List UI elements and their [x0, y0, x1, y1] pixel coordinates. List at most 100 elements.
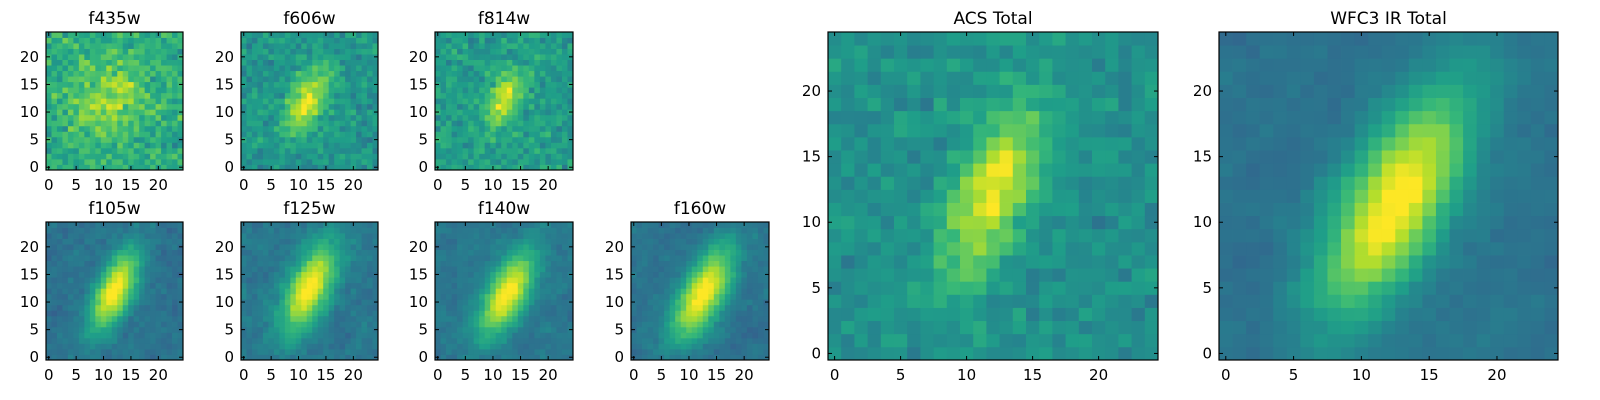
heatmap-cell	[517, 299, 524, 306]
heatmap-cell	[139, 48, 146, 55]
heatmap-cell	[106, 65, 113, 72]
heatmap-cell	[273, 233, 280, 239]
heatmap-cell	[752, 260, 759, 267]
heatmap-cell	[686, 288, 693, 295]
heatmap-cell	[251, 233, 258, 239]
heatmap-cell	[973, 294, 987, 308]
heatmap-cell	[960, 176, 974, 190]
heatmap-cell	[312, 76, 319, 83]
heatmap-cell	[545, 98, 552, 105]
heatmap-cell	[317, 87, 324, 94]
heatmap-cell	[708, 304, 715, 311]
heatmap-cell	[84, 249, 91, 256]
heatmap-cell	[534, 277, 541, 284]
heatmap-cell	[658, 343, 665, 350]
heatmap-cell	[345, 348, 351, 355]
heatmap-cell	[89, 136, 96, 143]
x-tick-label: 5	[71, 366, 81, 384]
heatmap-cell	[257, 227, 264, 234]
heatmap-cell	[262, 332, 269, 339]
heatmap-cell	[894, 320, 908, 335]
heatmap-cell	[534, 233, 541, 239]
heatmap-cell	[440, 326, 447, 333]
heatmap-cell	[501, 293, 508, 300]
heatmap-cell	[495, 233, 502, 239]
heatmap-cell	[284, 32, 291, 38]
heatmap-cell	[312, 244, 319, 250]
heatmap-cell	[306, 43, 313, 49]
heatmap-cell	[484, 142, 491, 149]
heatmap-cell	[257, 65, 264, 72]
heatmap-cell	[323, 244, 330, 250]
heatmap-cell	[946, 255, 961, 269]
heatmap-cell	[735, 266, 742, 273]
heatmap-cell	[67, 326, 74, 333]
heatmap-cell	[345, 255, 351, 262]
heatmap-cell	[372, 332, 379, 339]
heatmap-cell	[361, 131, 368, 138]
heatmap-cell	[473, 59, 480, 66]
heatmap-cell	[986, 268, 1000, 282]
heatmap-cell	[468, 310, 475, 317]
heatmap-cell	[356, 125, 362, 132]
heatmap-cell	[484, 32, 491, 38]
heatmap-cell	[78, 326, 85, 333]
heatmap-cell	[84, 271, 91, 278]
heatmap-cell	[556, 321, 563, 328]
heatmap-cell	[356, 103, 362, 110]
heatmap-cell	[251, 321, 258, 328]
heatmap-cell	[713, 315, 720, 322]
heatmap-cell	[763, 222, 770, 228]
heatmap-cell	[473, 76, 480, 83]
heatmap-cell	[686, 249, 693, 256]
heatmap-cell	[719, 277, 726, 284]
heatmap-cell	[284, 98, 291, 105]
heatmap-cell	[697, 244, 704, 250]
x-tick-label: 20	[149, 366, 168, 384]
heatmap-cell	[495, 54, 502, 60]
heatmap-cell	[139, 343, 146, 350]
heatmap-cell	[172, 255, 178, 262]
heatmap-cell	[73, 98, 80, 105]
heatmap-cell	[686, 271, 693, 278]
heatmap-cell	[301, 348, 308, 355]
heatmap-cell	[457, 332, 463, 339]
heatmap-cell	[539, 266, 546, 273]
heatmap-cell	[122, 125, 129, 132]
heatmap-cell	[246, 233, 253, 239]
heatmap-cell	[367, 288, 373, 295]
heatmap-cell	[257, 98, 264, 105]
heatmap-cell	[345, 343, 351, 350]
heatmap-cell	[89, 98, 96, 105]
heatmap-cell	[78, 37, 85, 44]
heatmap-cell	[484, 147, 491, 154]
heatmap-cell	[361, 87, 368, 94]
heatmap-cell	[550, 158, 557, 165]
heatmap-cell	[854, 228, 868, 243]
heatmap-cell	[1092, 189, 1106, 203]
heatmap-cell	[279, 158, 286, 165]
heatmap-cell	[78, 65, 85, 72]
heatmap-cell	[172, 59, 178, 66]
heatmap-cell	[51, 48, 58, 55]
heatmap-cell	[647, 238, 654, 245]
heatmap-cell	[361, 153, 368, 160]
heatmap-cell	[317, 255, 324, 262]
heatmap-cell	[106, 76, 113, 83]
heatmap-cell	[675, 222, 682, 228]
heatmap-cell	[166, 92, 173, 99]
heatmap-cell	[128, 315, 135, 322]
heatmap-cell	[128, 54, 135, 60]
heatmap-cell	[177, 153, 184, 160]
heatmap-cell	[636, 332, 643, 339]
heatmap-cell	[647, 233, 654, 239]
heatmap-cell	[501, 326, 508, 333]
heatmap-cell	[506, 332, 513, 339]
heatmap-cell	[139, 147, 146, 154]
heatmap-cell	[241, 65, 247, 72]
heatmap-cell	[144, 65, 151, 72]
heatmap-cell	[506, 260, 513, 267]
heatmap-cell	[828, 150, 842, 164]
heatmap-cell	[490, 70, 497, 77]
heatmap-cell	[457, 288, 463, 295]
